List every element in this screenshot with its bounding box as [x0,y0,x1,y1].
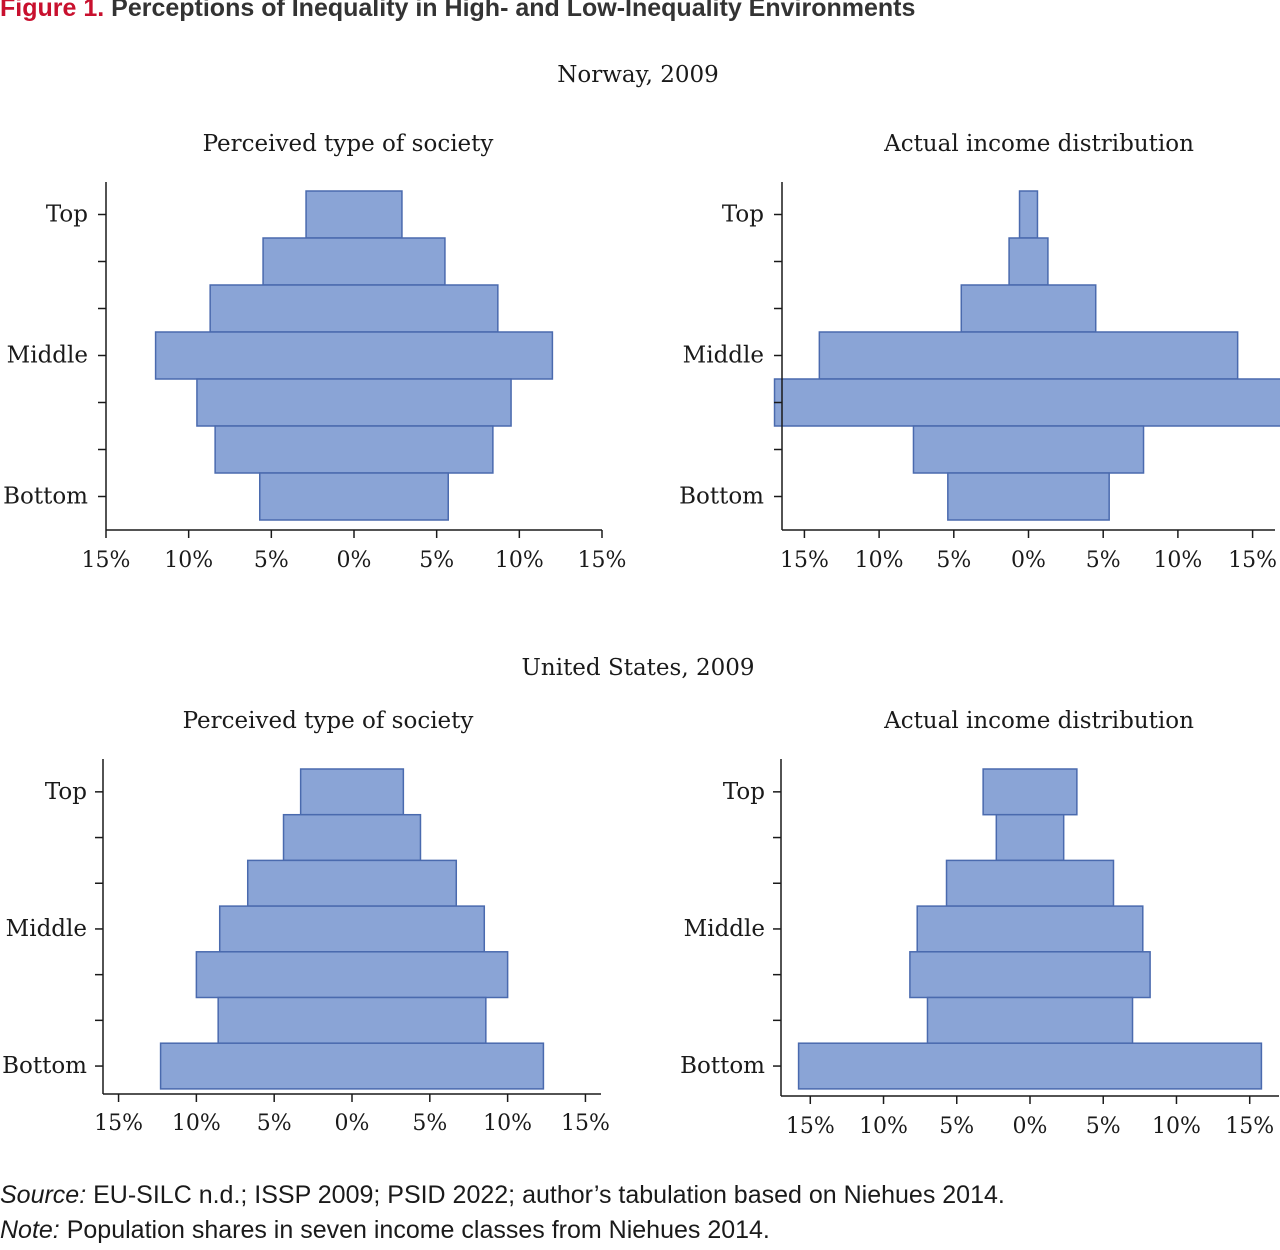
bar [262,237,446,286]
bar [995,813,1065,862]
bar [1008,237,1049,286]
x-tick-label: 10% [855,548,904,573]
bar [218,905,486,953]
x-tick-label: 10% [164,548,213,573]
figure-canvas: Norway, 2009 United States, 2009 Perceiv… [2,62,1280,1139]
note-text: Population shares in seven income classe… [66,1216,770,1244]
bar [797,1042,1263,1090]
y-tick-label: Bottom [679,484,764,510]
x-tick-label: 15% [786,1114,835,1139]
bar [196,378,512,427]
x-tick-label: 15% [561,1111,610,1136]
bar [912,425,1145,474]
figure-title: Figure 1. Perceptions of Inequality in H… [0,0,915,23]
bar [909,951,1151,999]
y-tick-label: Bottom [2,1053,87,1079]
bar [159,1042,545,1090]
x-tick-label: 0% [337,548,372,573]
x-tick-label: 15% [578,548,627,573]
chart-title: Actual income distribution [883,131,1194,157]
bar [947,472,1110,521]
bar [282,813,422,862]
chart-norway-actual: Actual income distribution Top Middle Botto… [679,131,1280,573]
panel-heading-united-states: United States, 2009 [522,655,755,681]
x-tick-label: 5% [254,548,289,573]
x-tick-label: 0% [1013,1114,1048,1139]
y-tick-label: Bottom [680,1053,765,1079]
x-tick-label: 15% [780,548,829,573]
y-tick-label: Middle [6,916,87,942]
y-tick-label: Top [722,202,764,228]
chart-title: Actual income distribution [883,708,1194,734]
x-tick-label: 15% [94,1111,143,1136]
x-tick-label: 15% [1225,1114,1274,1139]
x-tick-label: 10% [172,1111,221,1136]
bar [246,859,458,907]
x-tick-label: 5% [419,548,454,573]
source-label: Source: [0,1181,87,1209]
x-tick-label: 0% [335,1111,370,1136]
chart-norway-perceived: Perceived type of society Top Middle Bottom… [3,131,626,573]
bar [299,768,405,816]
note-line: Note: Population shares in seven income … [0,1213,1005,1248]
bar [926,996,1134,1044]
panel-heading-norway: Norway, 2009 [557,62,718,88]
bar [982,768,1078,816]
y-tick-label: Middle [684,916,765,942]
y-tick-label: Bottom [3,484,88,510]
bar [305,190,403,239]
x-tick-label: 5% [1086,548,1121,573]
bar [195,951,509,999]
y-tick-label: Middle [683,343,764,369]
source-line: Source: EU-SILC n.d.; ISSP 2009; PSID 20… [0,1178,1005,1213]
note-label: Note: [0,1216,60,1244]
x-tick-label: 5% [412,1111,447,1136]
x-tick-label: 10% [859,1114,908,1139]
figure-label: Figure 1. [0,0,105,22]
bar [960,284,1097,333]
x-tick-label: 5% [257,1111,292,1136]
bar [217,996,487,1044]
source-text: EU-SILC n.d.; ISSP 2009; PSID 2022; auth… [93,1181,1005,1209]
bar [945,859,1115,907]
figure-title-text: Perceptions of Inequality in High- and L… [111,0,916,22]
bar [1018,190,1039,239]
figure-notes: Source: EU-SILC n.d.; ISSP 2009; PSID 20… [0,1178,1005,1248]
y-tick-label: Top [46,202,88,228]
x-tick-label: 10% [1152,1114,1201,1139]
chart-title: Perceived type of society [183,708,474,734]
y-tick-label: Middle [7,343,88,369]
chart-us-perceived: Perceived type of society Top Middle Bottom… [2,708,610,1136]
bar [214,425,494,474]
x-tick-label: 10% [495,548,544,573]
y-tick-label: Top [723,779,765,805]
bar [154,331,554,380]
x-tick-label: 10% [483,1111,532,1136]
x-tick-label: 15% [1228,548,1277,573]
bar [916,905,1144,953]
bar [259,472,449,521]
x-tick-label: 10% [1153,548,1202,573]
bar [773,378,1280,427]
x-tick-label: 5% [939,1114,974,1139]
x-tick-label: 5% [1086,1114,1121,1139]
x-tick-label: 0% [1011,548,1046,573]
bar [818,331,1239,380]
chart-us-actual: Actual income distribution Top Middle Botto… [680,708,1279,1139]
x-tick-label: 15% [82,548,131,573]
chart-title: Perceived type of society [203,131,494,157]
bar [209,284,499,333]
y-tick-label: Top [45,779,87,805]
x-tick-label: 5% [936,548,971,573]
